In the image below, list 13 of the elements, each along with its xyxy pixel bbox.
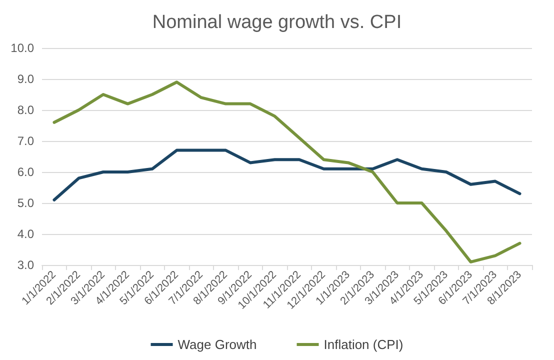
line-series <box>52 148 522 202</box>
y-tick-label: 8.0 <box>17 103 34 117</box>
legend-label: Wage Growth <box>178 337 257 352</box>
y-tick-label: 4.0 <box>17 227 34 241</box>
y-tick-label: 9.0 <box>17 72 34 86</box>
y-tick-label: 7.0 <box>17 134 34 148</box>
y-tick-label: 6.0 <box>17 165 34 179</box>
y-tick-label: 5.0 <box>17 196 34 210</box>
y-tick-label: 10.0 <box>10 41 34 55</box>
y-tick-label: 3.0 <box>17 258 34 272</box>
chart-title: Nominal wage growth vs. CPI <box>152 12 402 33</box>
legend-label: Inflation (CPI) <box>324 337 404 352</box>
line-series <box>52 80 522 264</box>
